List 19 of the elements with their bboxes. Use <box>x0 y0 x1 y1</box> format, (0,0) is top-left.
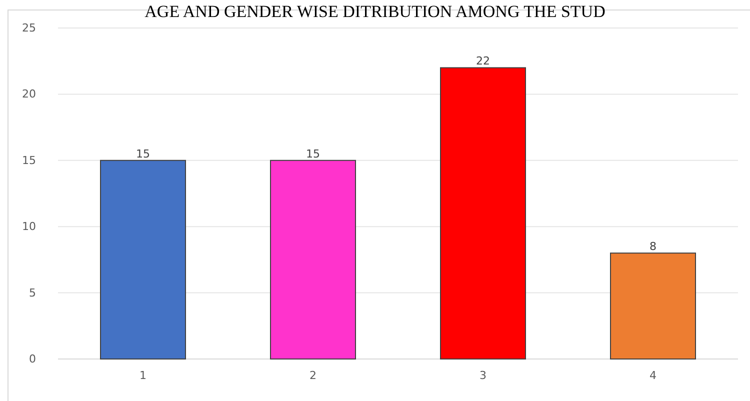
y-tick-label: 20 <box>22 88 36 101</box>
y-tick-label: 25 <box>22 22 36 35</box>
data-label: 8 <box>650 240 656 254</box>
bar <box>270 160 356 360</box>
bar <box>610 252 696 360</box>
x-tick-label: 1 <box>140 368 146 382</box>
y-tick-label: 5 <box>29 286 36 300</box>
data-label: 22 <box>476 54 490 68</box>
y-tick-label: 15 <box>22 154 36 167</box>
x-tick-label: 2 <box>310 368 316 382</box>
x-tick-label: 4 <box>650 368 656 382</box>
bar <box>100 160 186 360</box>
data-label: 15 <box>136 147 150 160</box>
y-tick-label: 10 <box>22 220 36 234</box>
chart-title: AGE AND GENDER WISE DITRIBUTION AMONG THE STUD <box>144 2 606 21</box>
data-label: 15 <box>306 147 320 160</box>
x-tick-label: 3 <box>480 368 486 382</box>
y-tick-label: 0 <box>29 352 36 366</box>
bar <box>440 67 526 360</box>
